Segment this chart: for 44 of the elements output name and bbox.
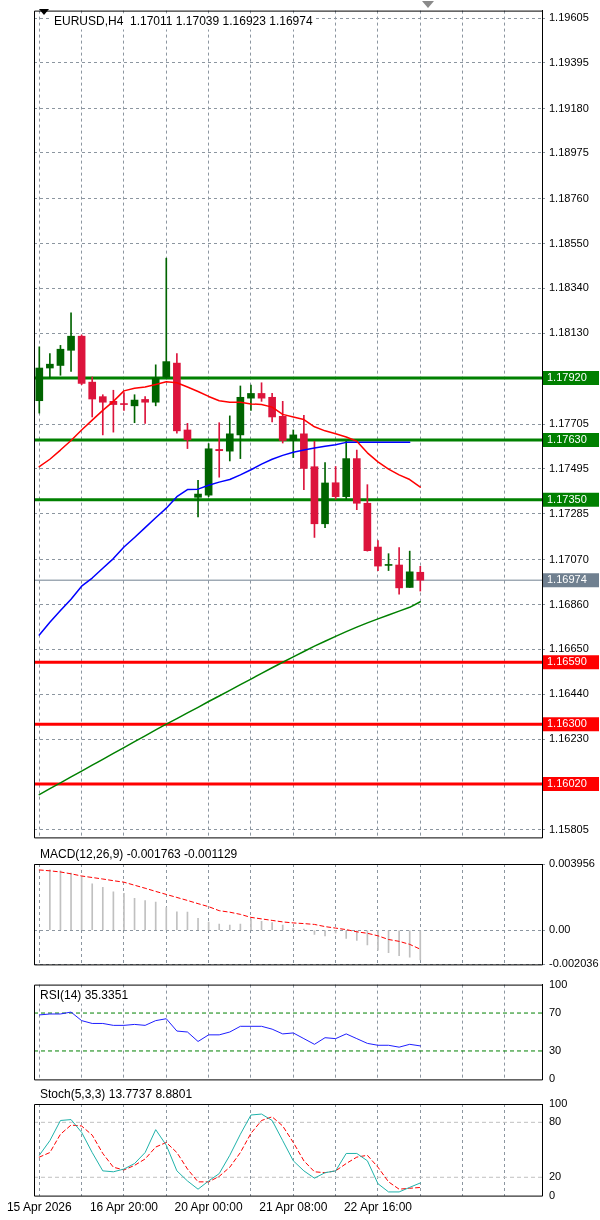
- y-tick-label: 1.16650: [549, 642, 589, 655]
- y-tick-label: -0.002036: [549, 957, 599, 970]
- y-tick-label: 0: [549, 1188, 556, 1201]
- y-tick-label: 1.18760: [549, 191, 589, 204]
- ref-line-label: 1.17630: [547, 433, 587, 446]
- ref-line-label: 1.17920: [547, 371, 587, 384]
- y-tick-label: 1.18130: [549, 326, 589, 339]
- chart-title: Stoch(5,3,3) 13.7737 8.8801: [40, 1087, 193, 1102]
- x-tick-label: 16 Apr 20:00: [89, 1200, 159, 1215]
- y-tick-label: 1.19605: [549, 11, 589, 24]
- ref-line-label: 1.17350: [547, 492, 587, 505]
- y-tick-label: 1.17070: [549, 552, 589, 565]
- y-tick-label: 0.003956: [549, 857, 595, 870]
- y-tick-label: 1.19180: [549, 101, 589, 114]
- y-tick-label: 1.18550: [549, 236, 589, 249]
- y-tick-label: 0: [549, 1072, 556, 1085]
- y-tick-label: 1.17705: [549, 417, 589, 430]
- y-tick-label: 1.16860: [549, 597, 589, 610]
- y-tick-label: 1.17495: [549, 461, 589, 474]
- y-tick-label: 1.16230: [549, 732, 589, 745]
- ref-line-label: 1.16974: [547, 573, 587, 586]
- ref-line-label: 1.16590: [547, 655, 587, 668]
- y-tick-label: 1.15805: [549, 822, 589, 835]
- y-tick-label: 70: [549, 1006, 562, 1019]
- y-tick-label: 1.18340: [549, 281, 589, 294]
- y-tick-label: 1.18975: [549, 145, 589, 158]
- x-tick-label: 22 Apr 16:00: [343, 1200, 413, 1215]
- y-tick-label: 30: [549, 1043, 562, 1056]
- chart-title: EURUSD,H4 1.17011 1.17039 1.16923 1.16974: [54, 13, 313, 28]
- y-tick-label: 1.19395: [549, 55, 589, 68]
- y-tick-label: 100: [549, 977, 568, 990]
- ref-line-label: 1.16300: [547, 717, 587, 730]
- x-tick-label: 21 Apr 08:00: [259, 1200, 328, 1215]
- y-tick-label: 20: [549, 1170, 562, 1183]
- y-tick-label: 100: [549, 1097, 568, 1110]
- y-tick-label: 1.17285: [549, 506, 589, 519]
- x-tick-label: 20 Apr 00:00: [174, 1200, 243, 1215]
- y-tick-label: 1.16440: [549, 687, 589, 700]
- x-tick-label: 15 Apr 2026: [6, 1200, 72, 1215]
- ref-line-label: 1.16020: [547, 777, 587, 790]
- y-tick-label: 80: [549, 1115, 562, 1128]
- y-tick-label: 0.00: [549, 923, 571, 936]
- chart-title: MACD(12,26,9) -0.001763 -0.001129: [40, 847, 238, 862]
- chart-title: RSI(14) 35.3351: [40, 987, 129, 1002]
